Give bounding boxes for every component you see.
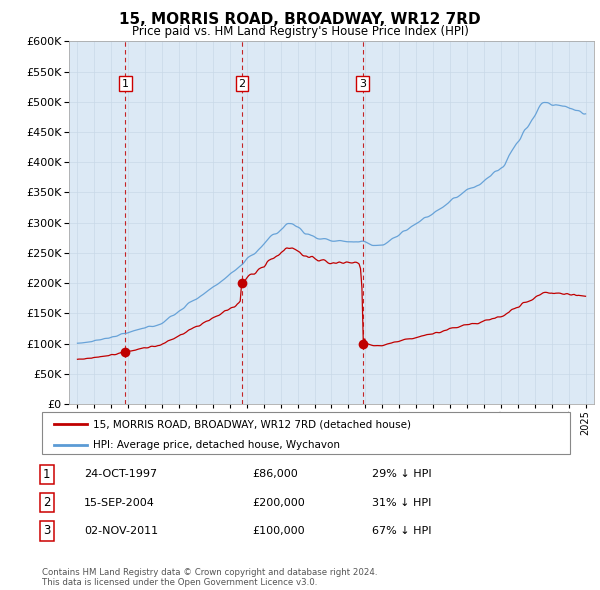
Text: £100,000: £100,000 xyxy=(252,526,305,536)
Text: Price paid vs. HM Land Registry's House Price Index (HPI): Price paid vs. HM Land Registry's House … xyxy=(131,25,469,38)
Text: Contains HM Land Registry data © Crown copyright and database right 2024.
This d: Contains HM Land Registry data © Crown c… xyxy=(42,568,377,587)
Text: 31% ↓ HPI: 31% ↓ HPI xyxy=(372,498,431,507)
Text: 15, MORRIS ROAD, BROADWAY, WR12 7RD: 15, MORRIS ROAD, BROADWAY, WR12 7RD xyxy=(119,12,481,27)
Text: 2: 2 xyxy=(238,78,245,88)
Text: HPI: Average price, detached house, Wychavon: HPI: Average price, detached house, Wych… xyxy=(93,441,340,450)
Text: 15, MORRIS ROAD, BROADWAY, WR12 7RD (detached house): 15, MORRIS ROAD, BROADWAY, WR12 7RD (det… xyxy=(93,419,411,429)
Text: 24-OCT-1997: 24-OCT-1997 xyxy=(84,470,157,479)
Text: 02-NOV-2011: 02-NOV-2011 xyxy=(84,526,158,536)
Text: 29% ↓ HPI: 29% ↓ HPI xyxy=(372,470,431,479)
Text: 3: 3 xyxy=(359,78,366,88)
Text: £200,000: £200,000 xyxy=(252,498,305,507)
Text: 2: 2 xyxy=(43,496,50,509)
Text: £86,000: £86,000 xyxy=(252,470,298,479)
Text: 1: 1 xyxy=(43,468,50,481)
Text: 3: 3 xyxy=(43,525,50,537)
Text: 15-SEP-2004: 15-SEP-2004 xyxy=(84,498,155,507)
Text: 67% ↓ HPI: 67% ↓ HPI xyxy=(372,526,431,536)
Text: 1: 1 xyxy=(122,78,129,88)
